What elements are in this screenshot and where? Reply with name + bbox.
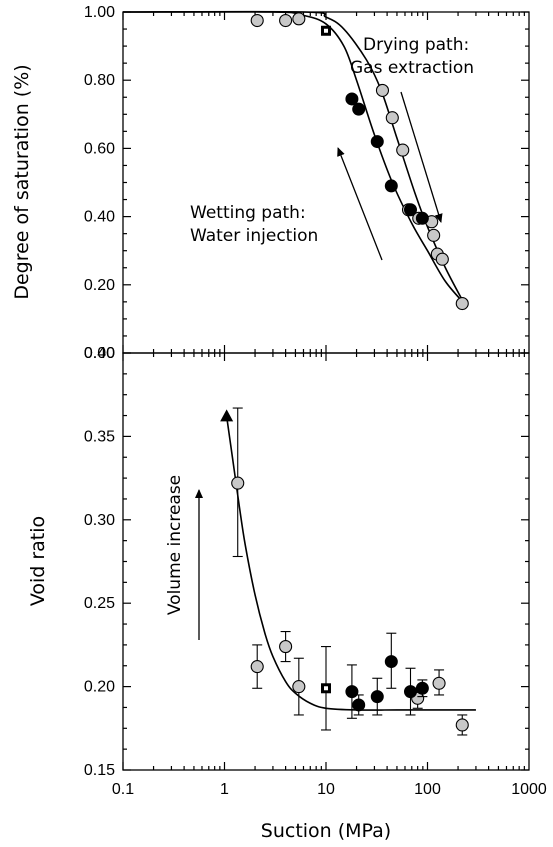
void-ratio-x-ticks: 0.1 1 10 100 1000 (112, 353, 547, 798)
drying-path-label-line2: Gas extraction (350, 58, 474, 78)
void-ratio-x-tick-label: 0.1 (112, 781, 134, 798)
wetting-path-label-line2: Water injection (190, 226, 318, 246)
black-data-point (384, 655, 398, 669)
triangle-data-point (220, 409, 234, 422)
black-data-point (370, 135, 384, 149)
saturation-y-ticks: 0.00 0.20 0.40 0.60 0.80 1.00 (84, 4, 529, 362)
void-ratio-x-tick-label: 100 (414, 781, 441, 798)
saturation-y-tick-label: 0.80 (84, 72, 115, 89)
gray-data-point (250, 13, 264, 28)
void-ratio-y-tick-label: 0.15 (84, 762, 115, 779)
saturation-fitted-curves (122, 10, 465, 305)
gray-data-point (279, 640, 293, 654)
drying-path-label-line1: Drying path: (363, 35, 469, 55)
gray-data-point (375, 83, 390, 97)
saturation-y-tick-label: 0.00 (84, 345, 115, 362)
void-ratio-y-axis-label: Void ratio (27, 516, 49, 606)
void-ratio-y-tick-label: 0.25 (84, 595, 115, 612)
saturation-y-tick-label: 0.40 (84, 209, 115, 226)
gray-data-point (455, 718, 469, 732)
black-data-point (352, 698, 366, 712)
saturation-data-points (250, 12, 469, 311)
void-ratio-data-points (220, 407, 469, 736)
gray-data-point (455, 297, 469, 311)
square-data-point-center (324, 28, 328, 33)
gray-data-point (231, 476, 245, 490)
gray-data-point (396, 143, 410, 157)
void-ratio-x-tick-label: 1000 (511, 781, 547, 798)
void-ratio-x-tick-label: 1 (220, 781, 229, 798)
void-ratio-y-ticks: 0.15 0.20 0.25 0.30 0.35 0.40 (84, 345, 529, 779)
black-data-point (403, 685, 417, 699)
wetting-path-arrow (337, 147, 383, 261)
wetting-path-label-line1: Wetting path: (190, 203, 306, 223)
suction-x-axis-label: Suction (MPa) (261, 820, 391, 842)
black-data-point (415, 681, 429, 695)
gray-data-point (250, 660, 264, 674)
saturation-fit-curve-1 (122, 10, 465, 305)
saturation-y-tick-label: 1.00 (84, 4, 115, 21)
void-ratio-panel: 0.15 0.20 0.25 0.30 0.35 0.40 0.1 1 10 100 1000 V… (27, 345, 547, 842)
square-data-point-center (324, 686, 328, 691)
void-ratio-y-tick-label: 0.20 (84, 679, 115, 696)
saturation-y-tick-label: 0.20 (84, 277, 115, 294)
volume-increase-label: Volume increase (165, 475, 185, 615)
saturation-panel: 0.00 0.20 0.40 0.60 0.80 1.00 Degree of satur… (11, 4, 530, 362)
gray-data-point (292, 12, 306, 26)
black-data-point (384, 179, 398, 193)
void-ratio-x-tick-label: 10 (317, 781, 335, 798)
black-data-point (352, 102, 366, 116)
saturation-y-axis-label: Degree of saturation (%) (11, 64, 33, 299)
black-data-point (370, 690, 384, 704)
void-ratio-fit-curve-1 (225, 416, 476, 711)
black-data-point (403, 203, 417, 217)
void-ratio-fitted-curve (225, 416, 476, 711)
void-ratio-y-tick-label: 0.30 (84, 512, 115, 529)
drying-path-arrow (400, 91, 443, 223)
gray-data-point (427, 228, 441, 242)
black-data-point (345, 685, 359, 699)
saturation-x-ticks (122, 12, 525, 353)
void-ratio-y-tick-label: 0.35 (84, 428, 115, 445)
gray-data-point (292, 680, 306, 694)
black-data-point (345, 92, 359, 106)
gray-data-point (385, 111, 399, 125)
saturation-fit-curve-2 (122, 10, 465, 304)
black-data-point (415, 211, 429, 225)
gray-data-point (279, 13, 293, 28)
void-ratio-y-tick-label: 0.40 (84, 345, 115, 362)
saturation-y-tick-label: 0.60 (84, 140, 115, 157)
gray-data-point (432, 676, 446, 690)
gray-data-point (435, 252, 449, 266)
